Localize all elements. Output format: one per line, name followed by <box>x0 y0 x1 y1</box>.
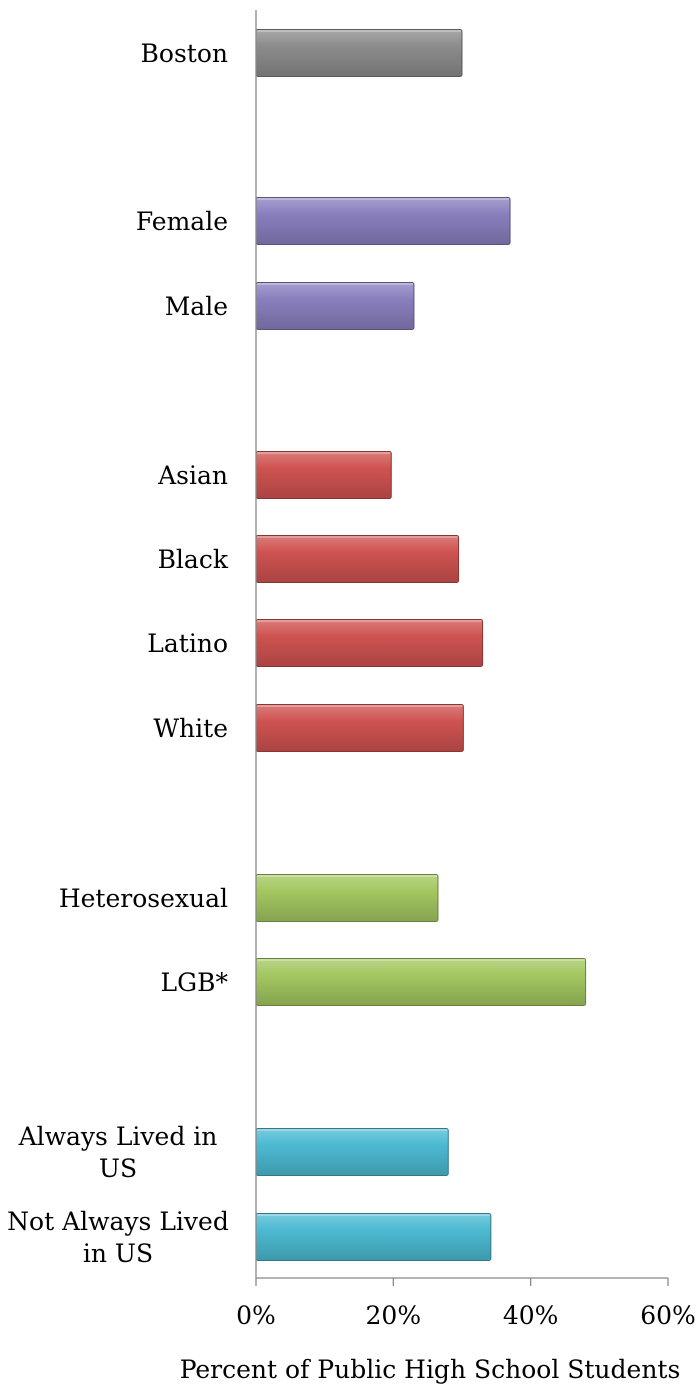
category-label: Black <box>158 545 229 574</box>
x-tick-label: 20% <box>366 1301 422 1330</box>
x-tick-label: 0% <box>236 1301 276 1330</box>
bar-boston <box>255 29 463 77</box>
bar-male <box>255 282 415 330</box>
bar-heterosexual <box>255 874 439 922</box>
category-label: Not Always Lived <box>7 1207 229 1236</box>
category-label: Male <box>165 292 228 321</box>
category-label: Asian <box>157 461 228 490</box>
x-axis-title: Percent of Public High School Students <box>180 1355 681 1384</box>
bars-layer <box>255 29 587 1261</box>
bar-lgb <box>255 958 587 1006</box>
bar-not-always-lived-in-us <box>255 1213 492 1261</box>
x-axis-ticks: 0% 20% 40% 60% <box>236 1278 696 1330</box>
bar-black <box>255 535 460 583</box>
category-label: Boston <box>141 39 228 68</box>
category-label: in US <box>83 1239 153 1268</box>
category-label: LGB* <box>161 968 229 997</box>
bar-always-lived-in-us <box>255 1128 449 1176</box>
category-label: Female <box>136 207 228 236</box>
x-tick-label: 60% <box>640 1301 696 1330</box>
x-tick-label: 40% <box>503 1301 559 1330</box>
category-label: US <box>99 1154 137 1183</box>
category-labels: Boston Female Male Asian Black Latino White Het… <box>7 39 229 1268</box>
bar-white <box>255 704 464 752</box>
category-label: Always Lived in <box>18 1122 218 1151</box>
category-label: Heterosexual <box>59 884 228 913</box>
bar-female <box>255 197 511 245</box>
bar-latino <box>255 619 484 667</box>
category-label: Latino <box>147 629 228 658</box>
bar-asian <box>255 451 392 499</box>
category-label: White <box>153 714 228 743</box>
